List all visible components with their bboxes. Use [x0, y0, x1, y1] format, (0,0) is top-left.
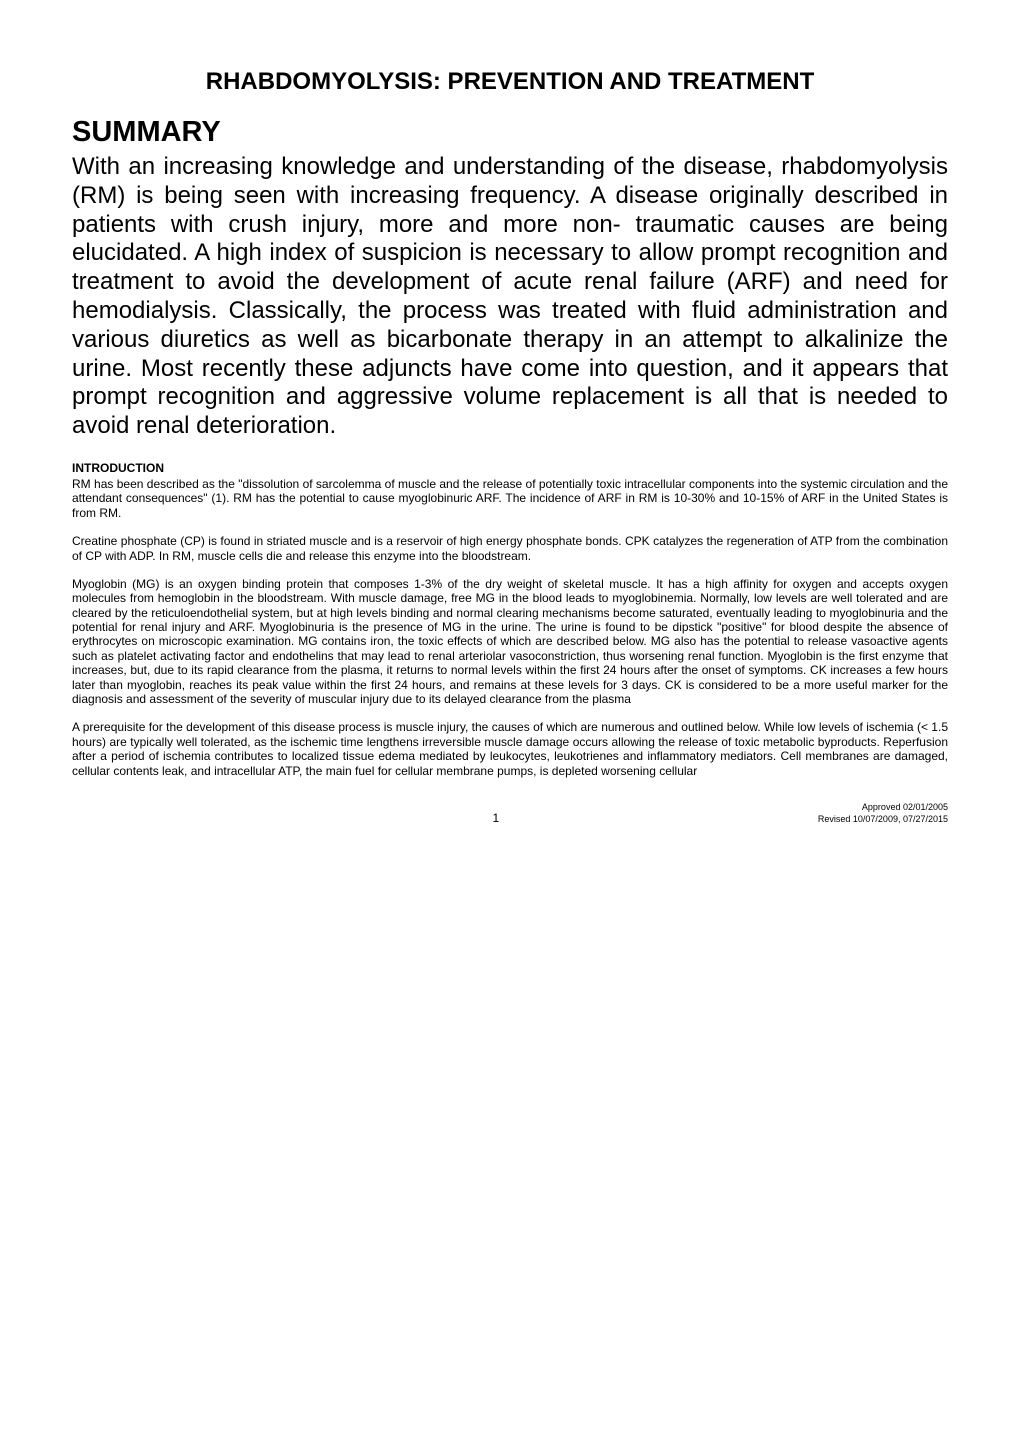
page-footer: 1 Approved 02/01/2005 Revised 10/07/2009…: [72, 802, 948, 825]
introduction-paragraph: Creatine phosphate (CP) is found in stri…: [72, 534, 948, 563]
document-title: RHABDOMYOLYSIS: PREVENTION AND TREATMENT: [72, 68, 948, 96]
revised-date: Revised 10/07/2009, 07/27/2015: [818, 814, 948, 826]
footer-dates: Approved 02/01/2005 Revised 10/07/2009, …: [818, 802, 948, 825]
introduction-heading: INTRODUCTION: [72, 461, 948, 475]
introduction-paragraph: A prerequisite for the development of th…: [72, 720, 948, 778]
summary-heading: SUMMARY: [72, 116, 948, 149]
approved-date: Approved 02/01/2005: [818, 802, 948, 814]
introduction-paragraph: Myoglobin (MG) is an oxygen binding prot…: [72, 577, 948, 707]
page-number: 1: [492, 811, 499, 825]
introduction-paragraph: RM has been described as the "dissolutio…: [72, 477, 948, 520]
summary-text: With an increasing knowledge and underst…: [72, 153, 948, 441]
